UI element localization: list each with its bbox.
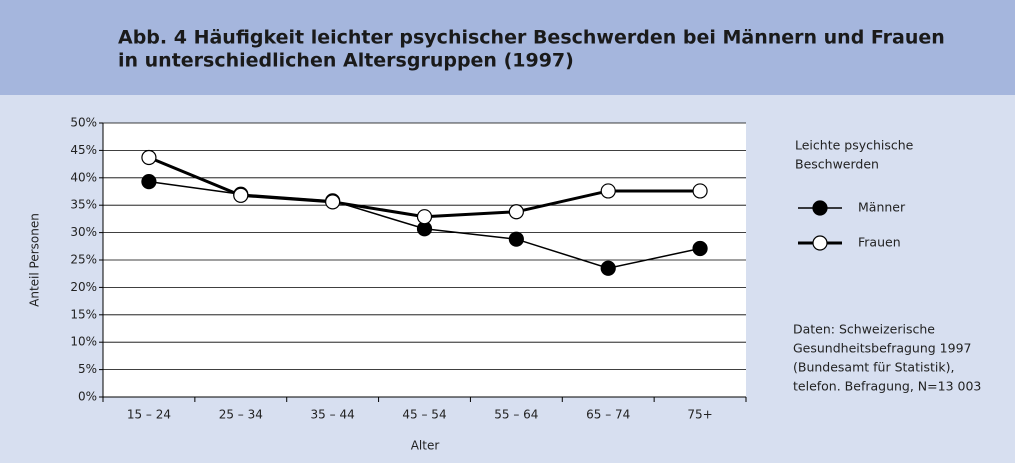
legend-marker [812, 235, 828, 251]
data-point [141, 149, 157, 166]
x-tick-label: 15 – 24 [127, 408, 171, 422]
y-tick-label: 40% [70, 170, 97, 184]
x-tick-label: 35 – 44 [311, 408, 355, 422]
y-axis-label: Anteil Personen [28, 213, 42, 307]
y-tick-label: 25% [70, 253, 97, 267]
source-note: Daten: Schweizerische [793, 322, 935, 337]
data-point [600, 260, 616, 276]
data-point [325, 194, 341, 210]
legend-label: Frauen [858, 235, 901, 250]
y-tick-label: 10% [70, 335, 97, 349]
y-tick-label: 35% [70, 198, 97, 212]
y-tick-label: 15% [70, 307, 97, 321]
source-note: (Bundesamt für Statistik), [793, 360, 954, 375]
chart-title: in unterschiedlichen Altersgruppen (1997… [118, 50, 574, 72]
chart-title: Abb. 4 Häufigkeit leichter psychischer B… [118, 27, 945, 49]
legend-title: Leichte psychische [795, 138, 914, 153]
legend-label: Männer [858, 200, 906, 215]
data-point [233, 187, 249, 203]
legend-marker [812, 200, 828, 216]
x-tick-label: 45 – 54 [402, 408, 446, 422]
data-point [141, 174, 157, 190]
x-tick-label: 55 – 64 [494, 408, 538, 422]
data-point [692, 183, 708, 199]
data-point [508, 204, 524, 220]
data-point [692, 240, 708, 257]
source-note: telefon. Befragung, N=13 003 [793, 379, 981, 394]
data-point [416, 209, 433, 225]
data-point [508, 231, 524, 247]
y-tick-label: 30% [70, 225, 97, 239]
header-band [0, 0, 1015, 95]
y-tick-label: 0% [78, 390, 97, 404]
x-tick-label: 25 – 34 [219, 408, 263, 422]
legend-title: Beschwerden [795, 157, 879, 172]
y-tick-label: 5% [78, 362, 97, 376]
y-tick-label: 50% [70, 116, 97, 130]
y-tick-label: 45% [70, 143, 97, 157]
x-tick-label: 75+ [687, 408, 712, 422]
x-axis-label: Alter [411, 439, 440, 453]
data-point [600, 183, 616, 199]
y-tick-label: 20% [70, 280, 97, 294]
x-tick-label: 65 – 74 [586, 408, 630, 422]
source-note: Gesundheitsbefragung 1997 [793, 341, 972, 356]
